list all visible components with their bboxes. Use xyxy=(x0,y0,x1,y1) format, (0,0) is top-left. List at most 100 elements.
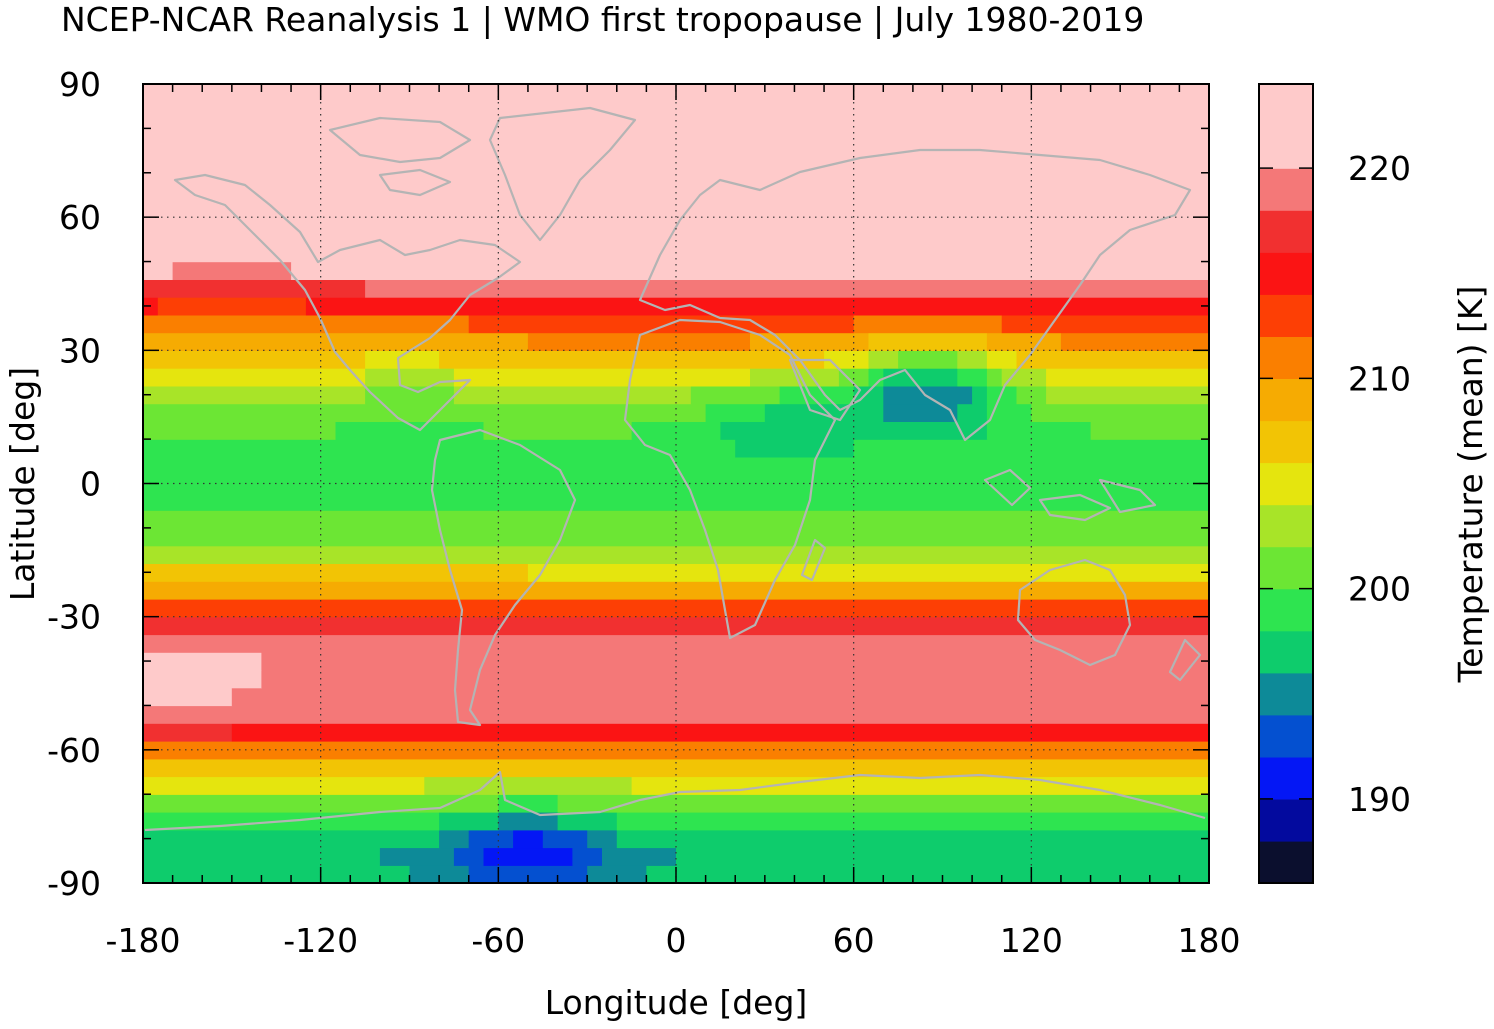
heatmap-cell xyxy=(898,350,958,369)
colorbar-swatch xyxy=(1259,462,1313,506)
heatmap-cell xyxy=(972,385,988,405)
heatmap-cell xyxy=(883,403,958,422)
colorbar-frame xyxy=(1258,83,1314,884)
coastlines xyxy=(144,106,1206,832)
chart-title: NCEP-NCAR Reanalysis 1 | WMO first tropo… xyxy=(61,0,1144,39)
colorbar-swatch xyxy=(1259,420,1313,464)
heatmap-cell xyxy=(143,794,499,813)
heatmap-cell xyxy=(143,119,1210,138)
grid-lines xyxy=(143,84,1209,883)
heatmap-cell xyxy=(424,776,633,795)
x-tick-label: 180 xyxy=(1178,921,1241,960)
coastline-indonesia xyxy=(983,468,1157,522)
colorbar-ticks: 190 200 210 220 xyxy=(1259,149,1411,819)
heatmap-cell xyxy=(379,847,455,866)
heatmap-cell xyxy=(172,261,292,280)
coastline-north-america xyxy=(173,173,522,432)
heatmap-cell xyxy=(143,865,411,884)
heatmap-cell xyxy=(143,581,1210,600)
heatmap-cell xyxy=(143,190,1210,209)
heatmap-cell xyxy=(1016,385,1047,405)
colorbar-swatch xyxy=(1259,714,1313,758)
heatmap-cell xyxy=(143,474,1210,493)
coastline-antarctica xyxy=(144,770,1206,832)
heatmap-cell xyxy=(779,385,855,405)
heatmap-cell xyxy=(764,403,884,422)
heatmap-cell xyxy=(557,794,1210,813)
colorbar-swatch xyxy=(1259,252,1313,295)
colorbar-swatch xyxy=(1259,672,1313,716)
coastline-africa xyxy=(623,318,837,640)
heatmap-cell xyxy=(231,687,1210,707)
heatmap-cell xyxy=(439,829,470,849)
heatmap-cell xyxy=(1001,314,1210,334)
heatmap-cell xyxy=(868,368,884,387)
x-ticks: -180 -120 -60 0 60 120 180 xyxy=(106,84,1241,960)
colorbar-tick-label: 200 xyxy=(1348,570,1411,609)
heatmap-cell xyxy=(616,812,1210,831)
heatmap-cell xyxy=(883,385,973,405)
heatmap-cell xyxy=(439,812,499,831)
heatmap-cell xyxy=(705,403,766,422)
y-tick-label: 0 xyxy=(80,465,101,504)
heatmap-cell xyxy=(957,403,988,422)
coastline-australia xyxy=(1016,558,1132,667)
heatmap-cell xyxy=(453,368,751,387)
heatmap-cell xyxy=(143,616,1210,636)
heatmap-cell xyxy=(957,350,988,369)
colorbar-swatch xyxy=(1259,210,1313,253)
heatmap-cell xyxy=(838,368,870,387)
heatmap-cell xyxy=(143,634,1210,653)
coastline-madagascar xyxy=(800,538,827,582)
coastline-greenland xyxy=(488,106,637,242)
colorbar-label: Temperature (mean) [K] xyxy=(1451,286,1490,684)
heatmap-cell xyxy=(631,421,721,440)
y-tick-label: 60 xyxy=(59,198,101,237)
heatmap-cell xyxy=(335,421,485,440)
heatmap-cell xyxy=(676,847,1210,866)
heatmap-cell xyxy=(646,865,1210,884)
heatmap-cell xyxy=(513,829,544,849)
colorbar-tick-label: 190 xyxy=(1348,780,1411,819)
colorbar-swatch xyxy=(1259,630,1313,674)
heatmap-cell xyxy=(468,829,514,849)
colorbar-tick-label: 220 xyxy=(1348,149,1411,188)
heatmap-cell xyxy=(986,421,1092,440)
heatmap-cell xyxy=(690,385,781,405)
heatmap-cell xyxy=(750,332,869,351)
colorbar-swatch xyxy=(1259,336,1313,379)
coastline-arctic-islands xyxy=(328,116,472,197)
heatmap-cell xyxy=(143,723,233,742)
heatmap-cell xyxy=(143,155,1210,174)
heatmap-cell xyxy=(557,812,618,831)
heatmap-cell xyxy=(453,847,485,866)
y-ticks: -90 -60 -30 0 30 60 90 xyxy=(47,65,1209,903)
x-tick-label: 0 xyxy=(666,921,687,960)
x-tick-label: 60 xyxy=(833,921,875,960)
colorbar-swatch xyxy=(1259,126,1313,169)
heatmap-cell xyxy=(602,847,677,866)
heatmap-cell xyxy=(143,669,262,689)
heatmap-cell xyxy=(143,332,529,351)
heatmap-cell xyxy=(365,385,455,405)
heatmap-cell xyxy=(1016,350,1210,369)
heatmap-cell xyxy=(483,421,633,440)
colorbar-swatch xyxy=(1259,168,1313,211)
heatmap-cell xyxy=(986,385,1018,405)
colorbar-swatches xyxy=(1259,84,1313,884)
heatmap-cell xyxy=(261,669,1210,689)
heatmap-cell xyxy=(143,403,707,422)
heatmap-cell xyxy=(143,687,233,707)
heatmap-cell xyxy=(498,794,559,813)
heatmap-cell xyxy=(143,172,1210,192)
heatmap-cell xyxy=(143,137,1210,156)
heatmap-cell xyxy=(720,421,988,440)
x-axis-label: Longitude [deg] xyxy=(545,983,808,1022)
heatmap-cell xyxy=(986,403,1032,422)
heatmap-cell xyxy=(483,847,573,866)
heatmap-cell xyxy=(735,439,855,458)
heatmap-cell xyxy=(868,332,988,351)
heatmap-cell xyxy=(616,829,1210,849)
heatmap-cell xyxy=(750,368,840,387)
colorbar-swatch xyxy=(1259,546,1313,590)
